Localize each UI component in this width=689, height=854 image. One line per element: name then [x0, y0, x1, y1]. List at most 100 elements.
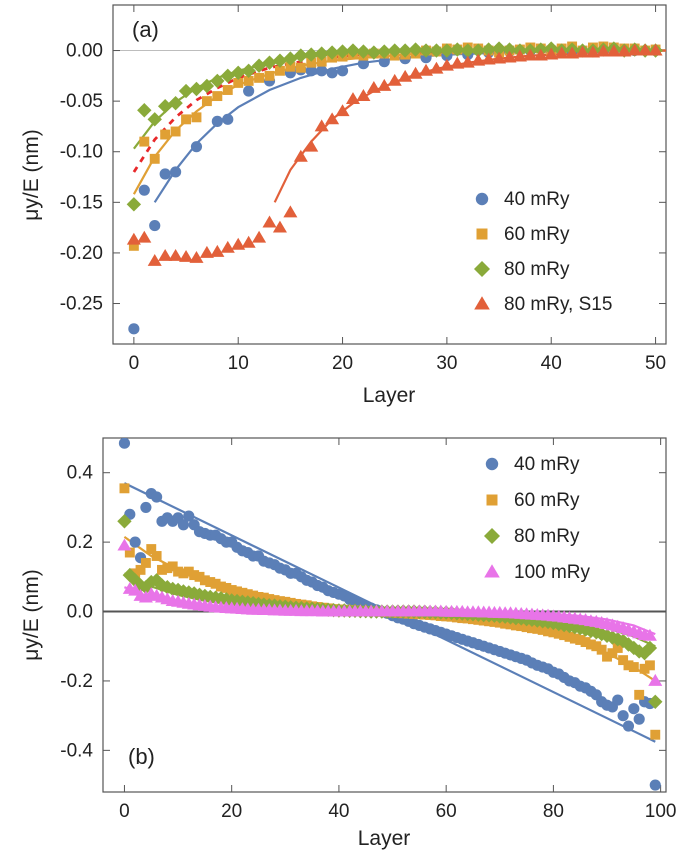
data-point-square — [564, 631, 575, 642]
data-point-triangle — [387, 73, 402, 86]
data-point-circle — [628, 703, 640, 715]
y-tick-label: -0.05 — [60, 91, 103, 112]
data-point-square — [274, 65, 285, 76]
data-point-diamond — [262, 55, 277, 70]
x-tick-label: 30 — [436, 353, 457, 374]
panel-a: 0 10 20 30 40 50 0.00 -0.05 -0.10 -0.15 -0.20 -0.2… — [20, 4, 667, 407]
data-point-diamond — [283, 51, 298, 66]
data-point-triangle — [481, 52, 496, 65]
data-point-diamond — [117, 514, 132, 529]
data-point-triangle — [439, 58, 454, 71]
data-point-square — [191, 112, 202, 123]
data-point-square — [510, 620, 521, 631]
data-point-circle — [622, 720, 635, 732]
data-point-circle — [138, 184, 150, 196]
data-point-square — [521, 622, 532, 633]
data-point-triangle — [450, 56, 465, 69]
panel-b: 0 20 40 60 80 100 0.4 0.2 0.0 -0.2 -0.4 (b) Layer… — [20, 437, 676, 850]
data-point-triangle — [117, 538, 132, 551]
data-point-diamond — [502, 42, 517, 57]
y-tick-label: 0.0 — [67, 602, 93, 623]
data-point-square — [205, 577, 216, 587]
data-point-triangle — [345, 92, 361, 105]
data-point-circle — [612, 694, 624, 706]
data-point-diamond — [220, 68, 235, 84]
data-point-triangle — [596, 44, 611, 57]
data-point-diamond — [397, 43, 413, 58]
data-point-triangle — [617, 44, 632, 57]
data-point-diamond — [418, 43, 434, 58]
panel-b-data-points — [117, 438, 663, 791]
y-tick-label: -0.15 — [60, 192, 103, 213]
legend-label: 60 mRy — [504, 224, 570, 245]
data-point-diamond — [272, 53, 288, 68]
x-tick-label: 50 — [645, 353, 666, 374]
data-point-diamond — [439, 43, 455, 58]
data-point-square — [146, 544, 157, 555]
data-point-triangle — [137, 230, 152, 243]
data-point-diamond — [251, 58, 267, 73]
data-point-square — [151, 551, 162, 561]
data-point-triangle — [158, 248, 173, 261]
data-point-square — [623, 660, 634, 671]
data-point-square — [618, 655, 629, 666]
data-point-square — [167, 561, 178, 572]
data-point-diamond — [345, 43, 361, 58]
data-point-circle — [222, 113, 234, 125]
data-point-triangle — [408, 66, 423, 79]
data-point-square — [201, 96, 212, 107]
data-point-circle — [128, 323, 140, 335]
data-point-triangle — [262, 215, 277, 228]
data-point-circle — [336, 65, 349, 77]
data-point-circle — [177, 519, 190, 531]
data-point-square — [181, 114, 191, 125]
data-point-diamond — [149, 573, 164, 588]
data-point-square — [543, 626, 553, 637]
data-point-square — [639, 663, 650, 674]
data-point-diamond — [157, 98, 173, 114]
data-point-square — [285, 61, 296, 72]
data-point-triangle — [335, 104, 350, 117]
data-point-circle — [357, 58, 369, 70]
data-point-diamond — [356, 44, 371, 59]
x-tick-label: 0 — [129, 353, 140, 374]
legend-label: 60 mRy — [514, 490, 580, 511]
data-point-square — [237, 587, 248, 598]
panel-a-label: (a) — [132, 17, 159, 42]
data-point-square — [585, 639, 596, 650]
data-point-triangle — [189, 250, 204, 263]
data-point-square — [194, 571, 205, 582]
data-point-square — [178, 568, 189, 579]
data-point-square — [248, 590, 259, 601]
data-point-circle — [159, 168, 171, 180]
data-point-triangle — [648, 43, 663, 56]
data-point-square — [644, 660, 655, 671]
data-point-triangle — [283, 205, 298, 218]
panel-b-x-ticks: 0 20 40 60 80 100 — [119, 438, 676, 822]
data-point-diamond — [127, 573, 143, 588]
data-point-diamond — [408, 42, 423, 57]
data-point-square — [242, 589, 253, 600]
data-point-square — [232, 586, 242, 597]
data-point-diamond — [460, 43, 475, 58]
data-point-square — [580, 637, 591, 648]
legend-marker-square — [476, 228, 488, 240]
data-point-square — [139, 136, 150, 147]
y-tick-label: 0.2 — [67, 532, 93, 553]
data-point-circle — [151, 491, 163, 503]
legend-marker-square — [486, 494, 498, 506]
legend-marker-diamond — [484, 528, 500, 544]
data-point-square — [607, 648, 618, 659]
data-point-square — [128, 240, 139, 251]
legend-marker-diamond — [474, 261, 490, 277]
data-point-diamond — [387, 43, 402, 58]
data-point-diamond — [481, 42, 496, 57]
data-point-triangle — [325, 112, 340, 125]
data-point-diamond — [168, 95, 183, 111]
panel-a-x-axis-label: Layer — [363, 384, 416, 407]
data-point-triangle — [168, 248, 183, 261]
data-point-square — [124, 547, 135, 558]
panel-b-y-axis-label: μy/E (nm) — [20, 569, 43, 660]
data-point-diamond — [138, 580, 154, 595]
